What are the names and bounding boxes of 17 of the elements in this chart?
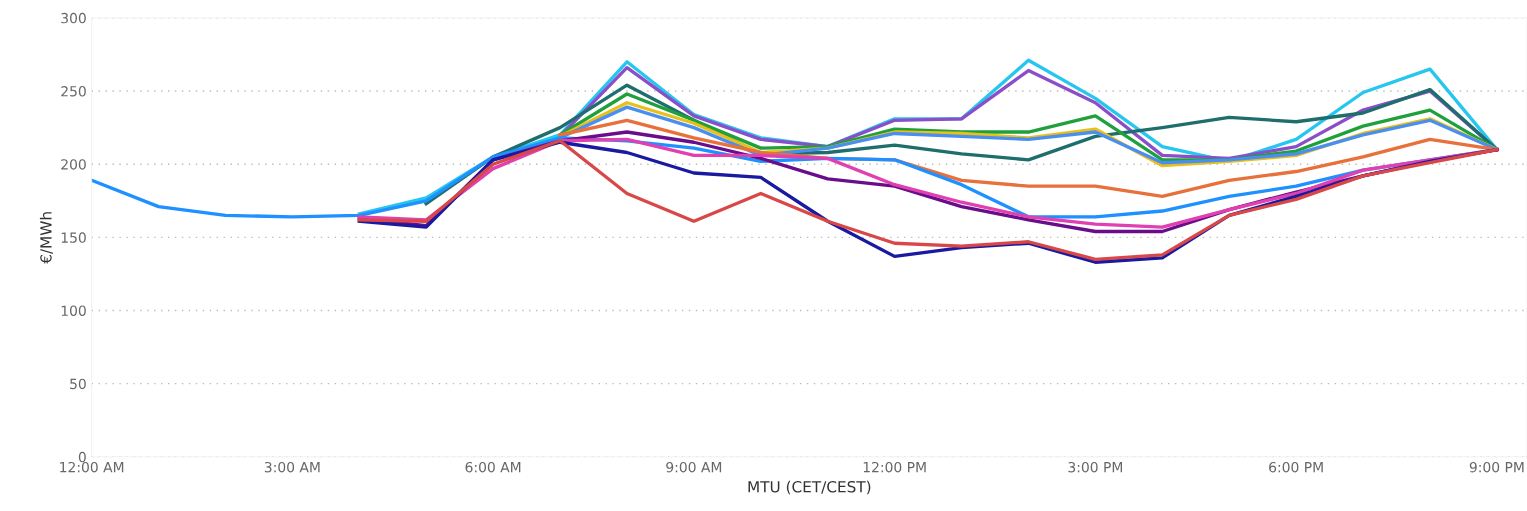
y-tick-label: 200 [61, 159, 86, 170]
y-axis-title: €/MWh [39, 212, 53, 264]
x-axis-title: MTU (CET/CEST) [748, 480, 871, 495]
y-tick-label: 150 [61, 232, 86, 243]
y-tick-label: 100 [61, 305, 86, 316]
y-tick-label: 0 [78, 451, 86, 463]
y-tick-label: 300 [61, 12, 86, 24]
x-tick-label: 12:00 PM [863, 461, 926, 473]
x-tick-label: 12:00 AM [60, 461, 124, 473]
x-tick-label: 6:00 PM [1269, 461, 1323, 473]
x-tick-label: 3:00 AM [264, 461, 320, 473]
x-tick-label: 9:00 AM [666, 461, 722, 473]
y-tick-label: 50 [70, 378, 86, 390]
y-tick-label: 250 [61, 86, 86, 97]
x-tick-label: 6:00 AM [465, 461, 521, 473]
x-tick-label: 3:00 PM [1068, 461, 1123, 473]
x-tick-label: 9:00 PM [1469, 461, 1524, 473]
